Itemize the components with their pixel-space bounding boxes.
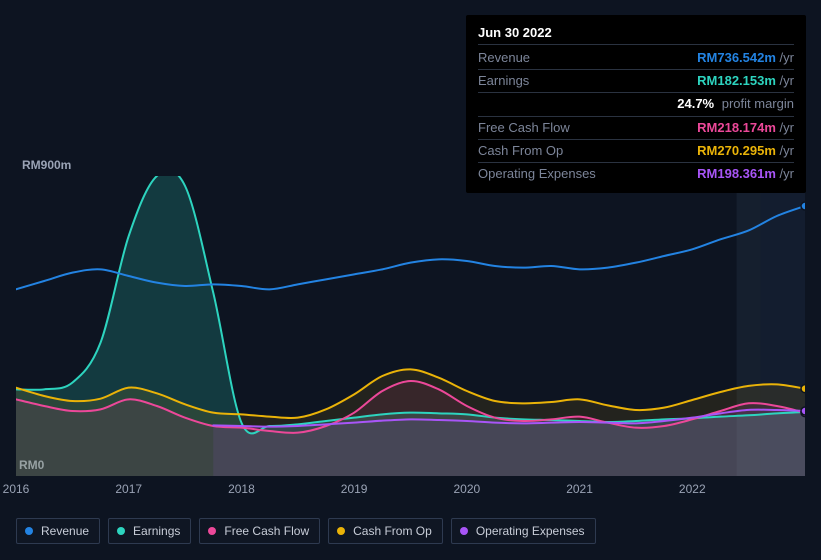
x-tick: 2019 <box>341 482 368 496</box>
legend-dot-icon <box>460 527 468 535</box>
legend-label: Revenue <box>41 524 89 538</box>
tooltip-label: Free Cash Flow <box>478 119 570 137</box>
tooltip-row-cfo: Cash From Op RM270.295m /yr <box>478 140 794 163</box>
legend-dot-icon <box>117 527 125 535</box>
tooltip-value: RM218.174m /yr <box>697 119 794 137</box>
tooltip-label: Revenue <box>478 49 530 67</box>
legend-item-revenue[interactable]: Revenue <box>16 518 100 544</box>
y-axis-max-label: RM900m <box>22 158 71 172</box>
tooltip-label: Earnings <box>478 72 529 90</box>
chart-plot[interactable] <box>16 176 805 476</box>
tooltip-row-margin: 24.7% profit margin <box>478 93 794 116</box>
tooltip-label: Cash From Op <box>478 142 563 160</box>
legend-dot-icon <box>337 527 345 535</box>
legend-item-earnings[interactable]: Earnings <box>108 518 191 544</box>
x-tick: 2022 <box>679 482 706 496</box>
tooltip-row-fcf: Free Cash Flow RM218.174m /yr <box>478 117 794 140</box>
chart-tooltip: Jun 30 2022 Revenue RM736.542m /yr Earning… <box>466 15 806 193</box>
tooltip-row-revenue: Revenue RM736.542m /yr <box>478 47 794 70</box>
tooltip-date: Jun 30 2022 <box>478 25 794 45</box>
legend-label: Cash From Op <box>353 524 432 538</box>
tooltip-label <box>478 95 482 113</box>
legend-label: Earnings <box>133 524 180 538</box>
tooltip-value: RM198.361m /yr <box>697 165 794 183</box>
legend-dot-icon <box>25 527 33 535</box>
tooltip-value: RM270.295m /yr <box>697 142 794 160</box>
tooltip-row-earnings: Earnings RM182.153m /yr <box>478 70 794 93</box>
legend-item-cfo[interactable]: Cash From Op <box>328 518 443 544</box>
legend-dot-icon <box>208 527 216 535</box>
revenue-earnings-chart[interactable]: RM900m RM0 2016201720182019202020212022 <box>16 160 805 512</box>
tooltip-value: RM736.542m /yr <box>697 49 794 67</box>
x-tick: 2020 <box>453 482 480 496</box>
x-tick: 2017 <box>115 482 142 496</box>
x-tick: 2016 <box>3 482 30 496</box>
legend-label: Free Cash Flow <box>224 524 309 538</box>
tooltip-row-opex: Operating Expenses RM198.361m /yr <box>478 163 794 185</box>
legend-item-fcf[interactable]: Free Cash Flow <box>199 518 320 544</box>
legend-item-opex[interactable]: Operating Expenses <box>451 518 596 544</box>
x-tick: 2018 <box>228 482 255 496</box>
x-axis-ticks: 2016201720182019202020212022 <box>16 482 805 502</box>
tooltip-value: RM182.153m /yr <box>697 72 794 90</box>
legend-label: Operating Expenses <box>476 524 585 538</box>
tooltip-value: 24.7% profit margin <box>677 95 794 113</box>
x-tick: 2021 <box>566 482 593 496</box>
chart-legend: Revenue Earnings Free Cash Flow Cash From O… <box>16 518 596 544</box>
tooltip-label: Operating Expenses <box>478 165 596 183</box>
